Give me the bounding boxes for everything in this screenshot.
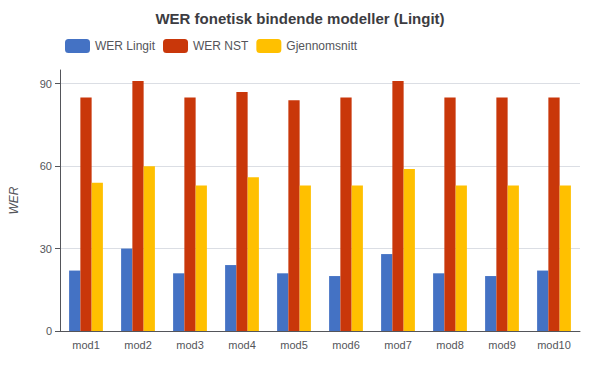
svg-text:0: 0 (46, 325, 52, 337)
svg-text:mod3: mod3 (176, 339, 204, 351)
svg-text:90: 90 (40, 78, 52, 90)
svg-text:WER Lingit: WER Lingit (95, 39, 156, 53)
svg-text:Gjennomsnitt: Gjennomsnitt (286, 39, 357, 53)
svg-text:WER: WER (7, 186, 21, 214)
svg-text:mod9: mod9 (488, 339, 516, 351)
svg-text:mod10: mod10 (537, 339, 571, 351)
svg-text:mod7: mod7 (384, 339, 412, 351)
svg-text:60: 60 (40, 160, 52, 172)
svg-text:mod6: mod6 (332, 339, 360, 351)
svg-text:WER NST: WER NST (193, 39, 249, 53)
svg-text:mod4: mod4 (228, 339, 256, 351)
svg-text:WER fonetisk bindende modeller: WER fonetisk bindende modeller (Lingit) (155, 10, 444, 27)
svg-text:mod2: mod2 (124, 339, 152, 351)
svg-text:mod5: mod5 (280, 339, 308, 351)
svg-text:mod1: mod1 (72, 339, 100, 351)
svg-text:mod8: mod8 (436, 339, 464, 351)
svg-text:30: 30 (40, 243, 52, 255)
